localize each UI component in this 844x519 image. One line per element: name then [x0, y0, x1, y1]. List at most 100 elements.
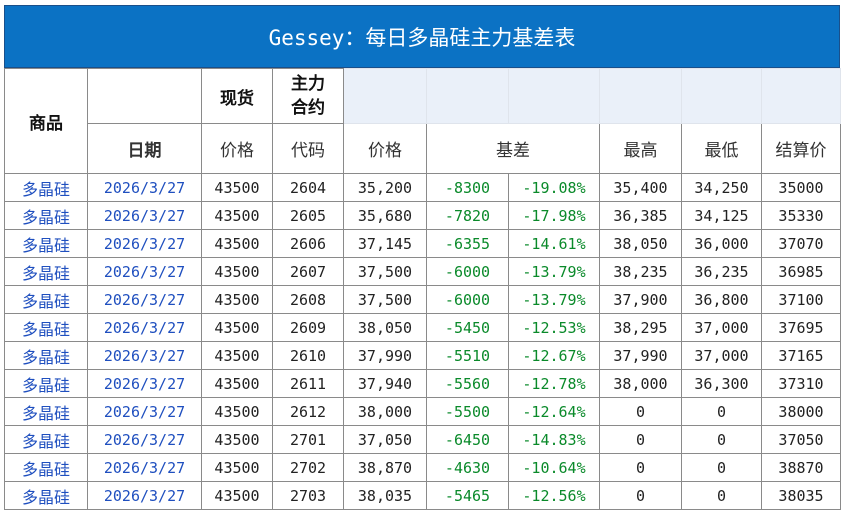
cell-spot-price: 43500: [201, 369, 273, 398]
cell-spot-price: 43500: [201, 201, 273, 230]
header-shade: [681, 68, 762, 124]
cell-spot-price: 43500: [201, 313, 273, 342]
cell-contract-code: 2703: [272, 481, 344, 510]
header-price: 价格: [343, 123, 427, 174]
cell-low: 34,250: [681, 173, 762, 202]
cell-low: 0: [681, 453, 762, 482]
cell-basis-pct: -14.61%: [508, 229, 600, 258]
table-row: 多晶硅 2026/3/27 43500 2608 37,500 -6000 -13.79% 3…: [4, 285, 841, 314]
cell-price: 37,940: [343, 369, 427, 398]
cell-price: 38,035: [343, 481, 427, 510]
cell-price: 37,500: [343, 285, 427, 314]
cell-product: 多晶硅: [4, 453, 88, 482]
cell-date: 2026/3/27: [87, 285, 202, 314]
cell-contract-code: 2611: [272, 369, 344, 398]
cell-basis: -6000: [426, 257, 509, 286]
cell-settle: 35000: [761, 173, 841, 202]
cell-basis-pct: -10.64%: [508, 453, 600, 482]
cell-product: 多晶硅: [4, 341, 88, 370]
cell-spot-price: 43500: [201, 257, 273, 286]
cell-high: 0: [599, 481, 682, 510]
cell-high: 36,385: [599, 201, 682, 230]
cell-low: 0: [681, 481, 762, 510]
cell-high: 38,000: [599, 369, 682, 398]
table-row: 多晶硅 2026/3/27 43500 2609 38,050 -5450 -12.53% 3…: [4, 313, 841, 342]
cell-date: 2026/3/27: [87, 229, 202, 258]
header-shade: [508, 68, 600, 124]
cell-basis-pct: -19.08%: [508, 173, 600, 202]
cell-spot-price: 43500: [201, 425, 273, 454]
cell-price: 38,870: [343, 453, 427, 482]
cell-low: 36,300: [681, 369, 762, 398]
header-shade: [426, 68, 509, 124]
cell-date: 2026/3/27: [87, 173, 202, 202]
cell-price: 35,680: [343, 201, 427, 230]
header-product: 商品: [4, 68, 88, 174]
table-body: 多晶硅 2026/3/27 43500 2604 35,200 -8300 -19.08% 3…: [4, 173, 841, 510]
table-row: 多晶硅 2026/3/27 43500 2606 37,145 -6355 -14.61% 3…: [4, 229, 841, 258]
cell-contract-code: 2610: [272, 341, 344, 370]
cell-price: 38,050: [343, 313, 427, 342]
cell-basis: -6355: [426, 229, 509, 258]
cell-spot-price: 43500: [201, 397, 273, 426]
header-blank: [87, 68, 202, 124]
cell-date: 2026/3/27: [87, 341, 202, 370]
cell-basis-pct: -17.98%: [508, 201, 600, 230]
cell-low: 36,000: [681, 229, 762, 258]
cell-settle: 37695: [761, 313, 841, 342]
cell-basis-pct: -12.53%: [508, 313, 600, 342]
cell-price: 35,200: [343, 173, 427, 202]
table-row: 多晶硅 2026/3/27 43500 2604 35,200 -8300 -19.08% 3…: [4, 173, 841, 202]
cell-product: 多晶硅: [4, 397, 88, 426]
header-date: 日期: [87, 123, 202, 174]
cell-date: 2026/3/27: [87, 201, 202, 230]
cell-contract-code: 2612: [272, 397, 344, 426]
cell-high: 38,295: [599, 313, 682, 342]
cell-basis: -6450: [426, 425, 509, 454]
cell-basis: -6000: [426, 285, 509, 314]
cell-spot-price: 43500: [201, 173, 273, 202]
cell-high: 0: [599, 425, 682, 454]
cell-product: 多晶硅: [4, 313, 88, 342]
cell-basis: -5465: [426, 481, 509, 510]
cell-spot-price: 43500: [201, 229, 273, 258]
cell-contract-code: 2701: [272, 425, 344, 454]
basis-table-panel: Gessey：每日多晶硅主力基差表 商品 现货 主力 合约 日期 价格: [4, 5, 841, 510]
cell-basis-pct: -12.64%: [508, 397, 600, 426]
cell-contract-code: 2604: [272, 173, 344, 202]
cell-settle: 35330: [761, 201, 841, 230]
cell-basis: -7820: [426, 201, 509, 230]
table-row: 多晶硅 2026/3/27 43500 2610 37,990 -5510 -12.67% 3…: [4, 341, 841, 370]
header-main-contract: 主力 合约: [272, 68, 344, 124]
cell-price: 38,000: [343, 397, 427, 426]
cell-product: 多晶硅: [4, 369, 88, 398]
cell-price: 37,500: [343, 257, 427, 286]
cell-product: 多晶硅: [4, 425, 88, 454]
table-title: Gessey：每日多晶硅主力基差表: [4, 5, 840, 68]
header-low: 最低: [681, 123, 762, 174]
cell-high: 0: [599, 453, 682, 482]
cell-basis: -4630: [426, 453, 509, 482]
cell-price: 37,990: [343, 341, 427, 370]
table-row: 多晶硅 2026/3/27 43500 2701 37,050 -6450 -14.83% 0…: [4, 425, 841, 454]
cell-settle: 38000: [761, 397, 841, 426]
cell-settle: 38035: [761, 481, 841, 510]
header-basis: 基差: [426, 123, 600, 174]
cell-high: 35,400: [599, 173, 682, 202]
cell-contract-code: 2606: [272, 229, 344, 258]
cell-product: 多晶硅: [4, 285, 88, 314]
cell-settle: 37165: [761, 341, 841, 370]
cell-settle: 37310: [761, 369, 841, 398]
cell-basis: -5510: [426, 341, 509, 370]
cell-date: 2026/3/27: [87, 313, 202, 342]
cell-date: 2026/3/27: [87, 369, 202, 398]
cell-low: 34,125: [681, 201, 762, 230]
cell-high: 0: [599, 397, 682, 426]
cell-high: 37,990: [599, 341, 682, 370]
header-shade: [761, 68, 841, 124]
table-row: 多晶硅 2026/3/27 43500 2703 38,035 -5465 -12.56% 0…: [4, 481, 841, 510]
table-row: 多晶硅 2026/3/27 43500 2702 38,870 -4630 -10.64% 0…: [4, 453, 841, 482]
cell-low: 36,800: [681, 285, 762, 314]
cell-low: 0: [681, 425, 762, 454]
cell-basis-pct: -13.79%: [508, 257, 600, 286]
